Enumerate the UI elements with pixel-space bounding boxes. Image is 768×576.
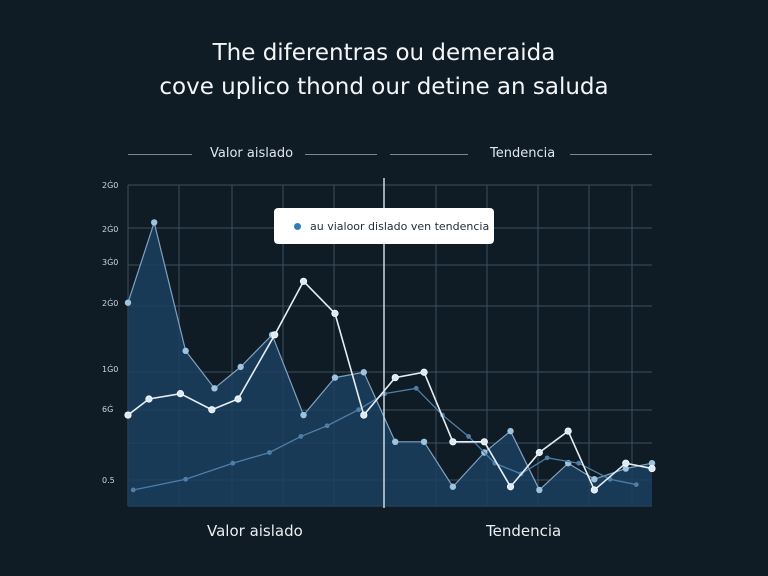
primary-point: [176, 390, 184, 398]
area-point: [622, 465, 629, 472]
area-point: [237, 363, 244, 371]
secondary-point: [544, 455, 550, 461]
area-point: [392, 438, 399, 445]
secondary-point: [466, 434, 471, 439]
area-point: [449, 483, 457, 490]
y-axis-ticks: 2Ġ0 2Ġ0 3Ġ0 2Ġ0 1Ġ0 6Ġ 0.5: [102, 180, 118, 485]
primary-point: [648, 464, 656, 473]
primary-point: [535, 448, 543, 457]
secondary-point: [230, 460, 236, 466]
primary-point: [331, 309, 339, 317]
area-point: [360, 369, 367, 376]
secondary-point: [298, 434, 304, 439]
area-series: [124, 219, 656, 506]
primary-point: [208, 406, 216, 414]
area-point: [182, 347, 189, 355]
primary-point: [271, 331, 279, 339]
secondary-point: [130, 487, 136, 493]
primary-point: [449, 438, 457, 446]
y-tick-label: 0.5: [102, 476, 115, 485]
primary-point: [420, 368, 428, 376]
primary-point: [622, 459, 630, 467]
title-line-1: The diferentras ou demeraida: [212, 40, 556, 66]
section-rule-left-a: [128, 154, 192, 155]
primary-point: [124, 411, 132, 419]
bottom-label-right: Tendencia: [486, 522, 562, 540]
y-tick-label: 2Ġ0: [102, 224, 118, 234]
section-rule-left-b: [305, 154, 377, 155]
secondary-point: [267, 450, 272, 455]
section-rule-right-a: [390, 154, 468, 155]
area-point: [300, 411, 307, 419]
section-rule-right-b: [570, 154, 652, 155]
y-tick-label: 6Ġ: [102, 404, 113, 414]
primary-point: [564, 427, 572, 435]
secondary-point: [633, 482, 639, 487]
secondary-point: [576, 460, 582, 466]
secondary-point: [356, 407, 361, 413]
primary-point: [234, 395, 242, 403]
tooltip-text: au vialoor dislado ven tendencia: [310, 219, 490, 233]
secondary-point: [324, 423, 330, 429]
y-tick-label: 1Ġ0: [102, 364, 118, 374]
area-point: [331, 374, 339, 381]
area-point: [124, 299, 132, 306]
tooltip-dot-icon: [294, 222, 301, 230]
primary-point: [590, 486, 598, 494]
secondary-point: [183, 476, 189, 482]
primary-point: [299, 277, 308, 285]
area-fill: [128, 222, 652, 506]
primary-series: [124, 277, 656, 494]
section-label-right: Tendencia: [490, 146, 556, 161]
y-tick-label: 3Ġ0: [102, 257, 118, 267]
title-line-2: cove uplico thond our detine an saluda: [159, 74, 609, 100]
area-point: [151, 219, 158, 226]
primary-point: [506, 483, 515, 491]
area-point: [420, 438, 428, 445]
tooltip: au vialoor dislado ven tendencia: [274, 208, 494, 244]
chart-title: The diferentras ou demeraida cove uplico…: [0, 36, 768, 104]
primary-point: [480, 438, 488, 446]
y-tick-label: 2Ġ0: [102, 298, 118, 308]
area-point: [591, 476, 598, 483]
area-point: [211, 385, 218, 392]
primary-point: [360, 411, 368, 419]
section-label-left: Valor aislado: [210, 146, 294, 161]
y-tick-label: 2Ġ0: [102, 180, 118, 190]
bottom-label-left: Valor aislado: [207, 522, 303, 540]
primary-point: [145, 395, 153, 403]
area-point: [507, 427, 514, 435]
secondary-point: [413, 385, 419, 391]
area-point: [536, 486, 543, 494]
primary-point: [391, 373, 399, 382]
area-point: [648, 460, 656, 467]
